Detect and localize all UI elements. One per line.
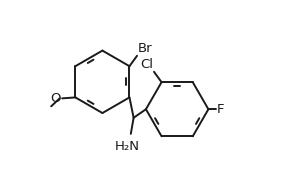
Text: Br: Br [138,42,153,55]
Text: O: O [51,92,61,105]
Text: H₂N: H₂N [115,140,139,152]
Text: F: F [217,103,224,116]
Text: Cl: Cl [140,58,153,71]
